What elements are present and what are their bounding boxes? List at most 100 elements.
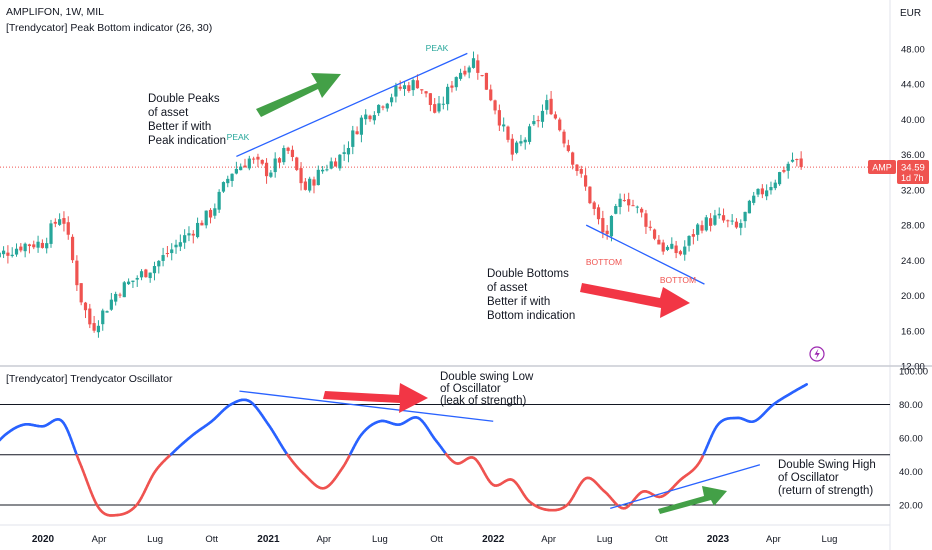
arrow-red-right (323, 383, 428, 413)
time-tick-label: 2021 (257, 534, 280, 545)
annotation-double-peaks: Double Peaks of asset Better if with Pea… (148, 93, 226, 147)
trendline[interactable] (236, 52, 468, 158)
price-tag-symbol: AMP (872, 163, 892, 173)
candle (493, 99, 497, 115)
oscillator-chart[interactable] (0, 383, 890, 517)
arrow-green-up (256, 73, 341, 117)
candle (605, 225, 609, 240)
candle (109, 292, 113, 311)
candle (545, 94, 549, 115)
candle (333, 157, 338, 167)
candle (247, 155, 251, 171)
candle (424, 90, 428, 98)
candle (364, 109, 368, 125)
price-tick-label: 44.00 (901, 80, 925, 91)
time-axis[interactable]: 2020 Apr Lug Ott 2021 Apr Lug Ott 2022 Apr Lug Ott 2… (32, 534, 838, 545)
candle (777, 171, 782, 186)
candle (165, 245, 170, 258)
candle (510, 134, 514, 161)
annotation-line: (return of strength) (778, 485, 873, 497)
candle (10, 247, 14, 258)
candle (243, 158, 247, 168)
annotation-line: Better if with (487, 296, 550, 308)
candle (200, 220, 204, 226)
oscillator-y-axis[interactable]: 100.00 80.00 60.00 40.00 20.00 (899, 367, 928, 512)
candle (96, 320, 101, 338)
candle (40, 239, 44, 249)
candle (747, 199, 752, 214)
candle (683, 240, 687, 261)
candle (446, 83, 450, 111)
candle (704, 214, 708, 232)
candle (303, 178, 307, 191)
candle (398, 80, 402, 91)
oscillator-trendlines (239, 390, 761, 509)
price-tick-label: 40.00 (901, 115, 925, 126)
oscillator-tick-label: 40.00 (899, 467, 923, 478)
price-y-axis[interactable]: 48.00 44.00 40.00 36.00 32.00 28.00 24.00 20.00… (901, 45, 925, 373)
candle (45, 237, 49, 254)
time-tick-label: Ott (655, 534, 668, 545)
candle (148, 272, 152, 283)
candle (571, 151, 575, 170)
candle (75, 255, 79, 291)
time-tick-label: 2022 (482, 534, 505, 545)
candle (782, 166, 786, 174)
time-tick-label: Apr (541, 534, 556, 545)
candle (122, 280, 126, 298)
candle (709, 213, 713, 232)
annotation-line: Double Peaks (148, 93, 220, 105)
arrow-red-down (580, 283, 690, 318)
annotation-line: of asset (487, 282, 528, 294)
oscillator-tick-label: 20.00 (899, 501, 923, 512)
candle (260, 159, 264, 166)
candle (665, 245, 670, 252)
candle (596, 204, 601, 225)
candle (338, 154, 342, 171)
candle (157, 259, 161, 274)
candle (36, 235, 40, 253)
oscillator-levels (0, 404, 890, 506)
lightning-icon[interactable] (809, 346, 825, 362)
candle (264, 158, 269, 184)
candle (527, 123, 532, 145)
trendline[interactable] (610, 464, 761, 509)
price-tick-label: 12.00 (901, 362, 925, 373)
candle (135, 275, 139, 287)
candle (239, 163, 243, 171)
candle (458, 68, 463, 81)
candle (691, 229, 695, 245)
candle (523, 137, 527, 150)
price-chart[interactable] (0, 51, 890, 338)
candle (286, 146, 290, 154)
trendline[interactable] (239, 390, 494, 422)
candle (14, 243, 19, 257)
candle (170, 243, 174, 261)
candle (756, 188, 760, 198)
candle (583, 168, 588, 191)
candle (213, 203, 217, 219)
candle (515, 140, 519, 155)
candle (6, 245, 10, 264)
annotation-line: of asset (148, 107, 189, 119)
time-tick-label: Lug (822, 534, 838, 545)
candle (562, 129, 566, 148)
candle (0, 252, 1, 258)
candle (540, 104, 545, 128)
candle (575, 164, 579, 176)
annotation-line: of Oscillator (778, 472, 839, 484)
candle (191, 230, 195, 244)
trendline[interactable] (585, 224, 705, 285)
candle (506, 125, 510, 143)
candle (726, 219, 730, 228)
candle (282, 145, 286, 165)
candle (118, 292, 122, 298)
candle (622, 193, 626, 202)
annotation-swing-high: Double Swing High of Oscillator (return … (778, 459, 876, 497)
candle (49, 219, 53, 248)
annotation-swing-low: Double swing Low of Oscillator (leak of … (440, 371, 534, 407)
candle (290, 145, 295, 162)
candle (661, 239, 665, 255)
candle (489, 84, 493, 102)
annotation-line: Peak indication (148, 135, 226, 147)
